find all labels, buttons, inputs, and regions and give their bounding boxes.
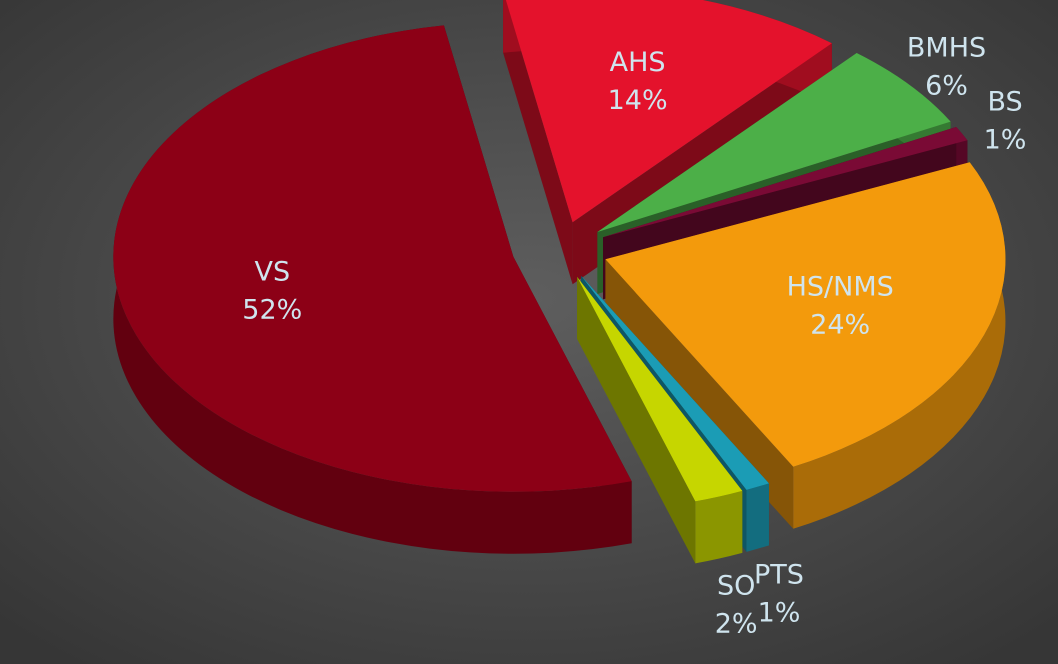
slice-label: VS [254, 257, 290, 288]
slice-value-label: 2% [715, 608, 758, 639]
slice [505, 0, 832, 223]
slice-side [503, 0, 573, 285]
slice-value-label: 52% [242, 295, 302, 326]
slice [603, 126, 968, 238]
slice [577, 276, 743, 564]
slice-side [695, 490, 743, 564]
slice [581, 275, 769, 490]
slice-value-label: 14% [608, 85, 668, 116]
slice-label: PTS [754, 559, 804, 590]
slice-value-label: 1% [758, 597, 801, 628]
slice-label: BMHS [907, 33, 986, 64]
slice-label: BS [987, 87, 1022, 118]
slice-side [113, 25, 632, 554]
slice [113, 25, 632, 554]
slice-side [577, 276, 696, 564]
slice-value-label: 1% [984, 125, 1027, 156]
slice-side [746, 483, 769, 552]
slice-label: HS/NMS [787, 272, 894, 303]
slice-value-label: 24% [810, 310, 870, 341]
slice-value-label: 6% [925, 71, 968, 102]
slice-label: SO [717, 570, 755, 601]
slice [113, 25, 632, 492]
slice [605, 162, 1006, 467]
slice-side [793, 162, 1006, 529]
slice [597, 52, 951, 232]
slice-label: AHS [610, 47, 666, 78]
slice [577, 276, 743, 502]
